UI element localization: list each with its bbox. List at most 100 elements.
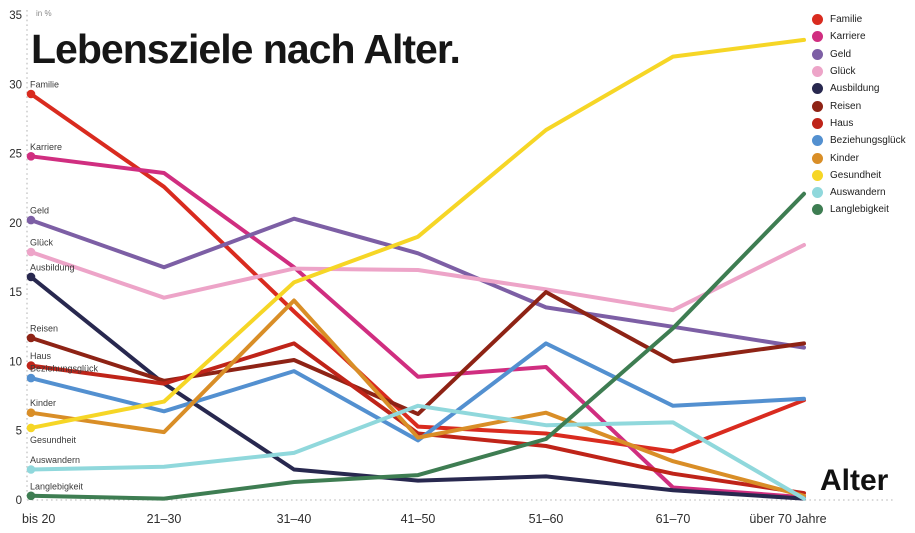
legend-dot-langlebigkeit (812, 204, 823, 216)
y-tick-label: 5 (16, 426, 22, 438)
series-start-label-beziehungsgluck: Beziehungsglück (30, 364, 99, 374)
series-start-label-gluck: Glück (30, 238, 54, 248)
series-start-dot-geld (26, 215, 36, 225)
series-line-reisen (29, 290, 806, 417)
series-start-dot-karriere (26, 152, 36, 161)
legend-label-auswandern: Auswandern (830, 187, 886, 199)
series-reisen: Reisen (26, 290, 806, 417)
legend-item-beziehungsgluck: Beziehungsglück (812, 132, 912, 149)
legend-label-gesundheit: Gesundheit (830, 169, 882, 181)
series-line-gluck (29, 243, 806, 313)
legend-dot-haus (812, 117, 823, 129)
series-start-label-langlebigkeit: Langlebigkeit (30, 481, 84, 491)
series-start-dot-gluck (26, 247, 36, 257)
y-tick-label: 35 (9, 10, 22, 22)
series-haus: Haus (26, 341, 806, 496)
legend-dot-reisen (812, 100, 823, 112)
legend-label-langlebigkeit: Langlebigkeit (830, 204, 889, 216)
legend-label-ausbildung: Ausbildung (830, 83, 880, 95)
legend-label-karriere: Karriere (830, 31, 866, 43)
series-beziehungsgluck: Beziehungsglück (26, 341, 806, 443)
series-start-dot-beziehungsgluck (26, 373, 36, 383)
series-line-familie (29, 92, 806, 454)
legend-dot-gluck (812, 66, 823, 78)
series-start-label-kinder: Kinder (30, 398, 56, 408)
legend-item-gesundheit: Gesundheit (812, 167, 912, 184)
series-line-kinder (29, 298, 806, 498)
series-start-label-karriere: Karriere (30, 142, 62, 152)
series-start-dot-kinder (26, 408, 36, 418)
legend-dot-auswandern (812, 187, 823, 199)
legend-dot-gesundheit (812, 169, 823, 181)
legend-item-geld: Geld (812, 46, 912, 63)
series-langlebigkeit: Langlebigkeit (26, 191, 806, 501)
series-start-dot-reisen (26, 333, 36, 343)
series-familie: Familie (26, 80, 806, 454)
x-tick-label: bis 20 (22, 512, 55, 526)
x-tick-label: 51–60 (529, 512, 564, 526)
legend-label-haus: Haus (830, 117, 854, 129)
series-gluck: Glück (26, 238, 806, 313)
series-auswandern: Auswandern (26, 403, 806, 501)
y-tick-label: 25 (9, 149, 22, 161)
legend-label-geld: Geld (830, 48, 852, 60)
series-gesundheit: Gesundheit (26, 37, 806, 445)
legend-item-ausbildung: Ausbildung (812, 80, 912, 97)
series-start-label-familie: Familie (30, 80, 59, 90)
series-line-auswandern (29, 403, 806, 501)
y-tick-label: 15 (9, 287, 22, 299)
series-line-gesundheit (29, 37, 806, 430)
legend-item-reisen: Reisen (812, 97, 912, 114)
x-tick-label: 21–30 (147, 512, 182, 526)
series-line-karriere (29, 154, 806, 500)
x-axis-title: Alter (820, 464, 889, 497)
legend-item-langlebigkeit: Langlebigkeit (812, 201, 912, 218)
series-geld: Geld (26, 206, 806, 350)
series-start-label-reisen: Reisen (30, 323, 58, 333)
legend-dot-beziehungsgluck (812, 135, 823, 147)
y-tick-label: 0 (16, 495, 22, 507)
series-start-label-haus: Haus (30, 351, 52, 361)
series-start-dot-gesundheit (26, 423, 36, 433)
series-line-haus (29, 341, 806, 496)
series-start-label-ausbildung: Ausbildung (30, 262, 75, 272)
legend-item-familie: Familie (812, 11, 912, 28)
legend-item-haus: Haus (812, 115, 912, 132)
series-start-dot-ausbildung (26, 272, 36, 282)
page-title: Lebensziele nach Alter. (31, 26, 461, 72)
series-karriere: Karriere (26, 142, 806, 500)
legend-item-gluck: Glück (812, 63, 912, 80)
legend-label-reisen: Reisen (830, 100, 862, 112)
chart-legend: Familie Karriere Geld Glück Ausbildung Reisen… (812, 11, 912, 219)
y-tick-label: 20 (9, 218, 22, 230)
legend-label-gluck: Glück (830, 66, 856, 78)
y-tick-label: 30 (9, 79, 22, 91)
y-axis-unit-label: in % (36, 9, 52, 18)
x-tick-label: 41–50 (401, 512, 436, 526)
legend-item-karriere: Karriere (812, 28, 912, 45)
legend-item-kinder: Kinder (812, 149, 912, 166)
x-tick-label: 61–70 (656, 512, 691, 526)
legend-item-auswandern: Auswandern (812, 184, 912, 201)
legend-label-kinder: Kinder (830, 152, 859, 164)
series-start-dot-auswandern (26, 465, 36, 474)
series-start-label-auswandern: Auswandern (30, 455, 80, 465)
x-tick-label: über 70 Jahre (749, 512, 826, 526)
legend-label-familie: Familie (830, 14, 863, 26)
x-tick-label: 31–40 (277, 512, 312, 526)
legend-label-beziehungsgluck: Beziehungsglück (830, 135, 906, 147)
series-line-langlebigkeit (29, 191, 806, 501)
legend-dot-kinder (812, 152, 823, 164)
series-start-dot-familie (26, 89, 36, 99)
series-start-label-geld: Geld (30, 206, 49, 216)
legend-dot-familie (812, 14, 823, 26)
series-start-dot-langlebigkeit (26, 491, 36, 501)
series-line-beziehungsgluck (29, 341, 806, 443)
legend-dot-geld (812, 48, 823, 60)
y-tick-label: 10 (9, 356, 22, 368)
legend-dot-karriere (812, 31, 823, 43)
legend-dot-ausbildung (812, 83, 823, 95)
series-start-label-gesundheit: Gesundheit (30, 435, 77, 445)
series-kinder: Kinder (26, 298, 806, 498)
